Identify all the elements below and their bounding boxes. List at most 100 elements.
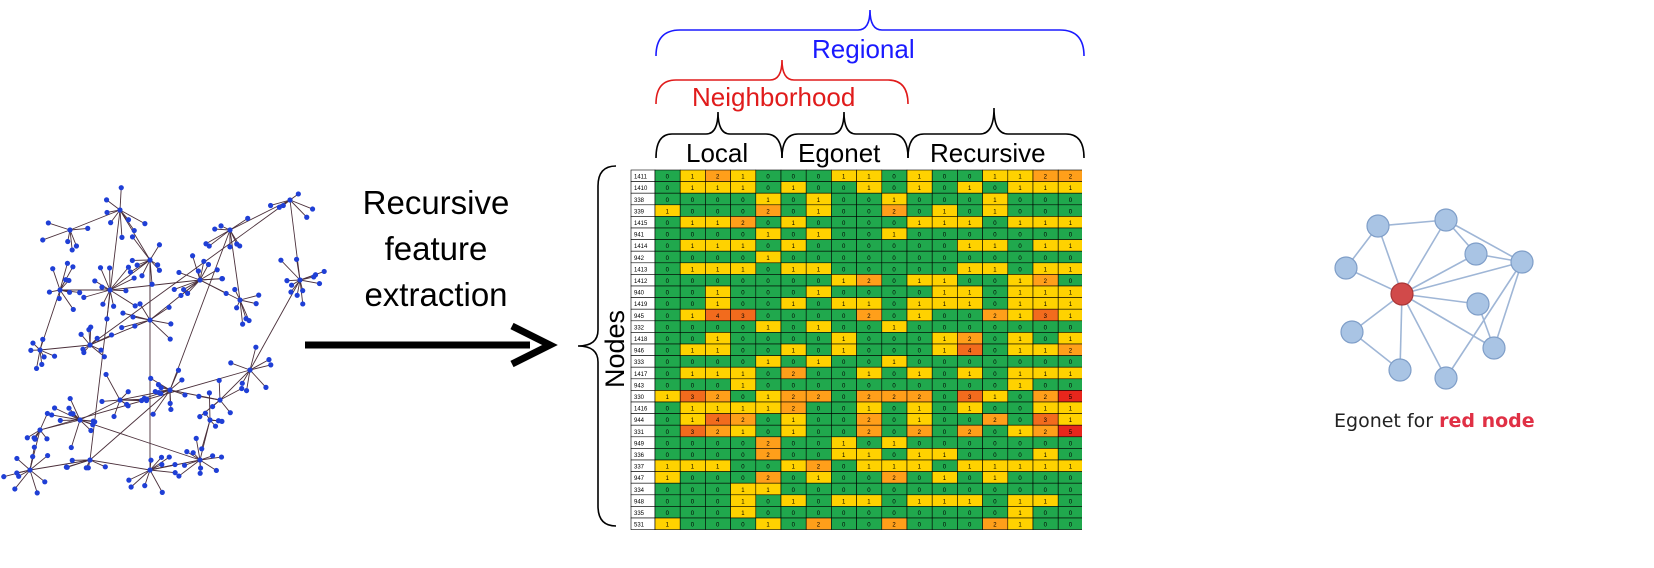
matrix-cell-value: 0 (792, 291, 796, 297)
matrix-cell-value: 0 (867, 267, 871, 273)
matrix-cell-value: 0 (792, 314, 796, 320)
matrix-cell-value: 1 (993, 395, 997, 401)
matrix-cell-value: 0 (666, 372, 670, 378)
graph-node (148, 375, 154, 381)
matrix-row-id: 948 (634, 499, 645, 505)
matrix-cell-value: 2 (817, 523, 821, 529)
matrix-row-id: 331 (634, 430, 645, 436)
matrix-cell-value: 0 (842, 186, 846, 192)
graph-node (155, 382, 162, 388)
matrix-cell-value: 2 (792, 395, 796, 401)
matrix-cell-value: 1 (1044, 267, 1048, 273)
matrix-cell-value: 0 (792, 256, 796, 262)
matrix-cell-value: 1 (716, 186, 720, 192)
matrix-cell-value: 0 (691, 337, 695, 343)
matrix-cell-value: 1 (766, 256, 770, 262)
matrix-cell-value: 0 (918, 349, 922, 355)
graph-node (197, 277, 203, 283)
matrix-cell-value: 1 (943, 209, 947, 215)
matrix-cell-value: 0 (943, 407, 947, 413)
matrix-cell-value: 0 (943, 523, 947, 529)
graph-node (232, 286, 238, 293)
matrix-cell-value: 1 (741, 430, 745, 436)
matrix-cell-value: 0 (918, 244, 922, 250)
matrix-cell-value: 0 (1044, 523, 1048, 529)
matrix-cell-value: 0 (968, 488, 972, 494)
matrix-cell-value: 0 (993, 360, 997, 366)
matrix-cell-value: 0 (817, 279, 821, 285)
matrix-cell-value: 4 (968, 349, 972, 355)
matrix-cell-value: 0 (691, 488, 695, 494)
matrix-cell-value: 0 (993, 325, 997, 331)
matrix-cell-value: 0 (817, 453, 821, 459)
matrix-cell-value: 1 (1018, 499, 1022, 505)
nodes-axis-label: Nodes (600, 309, 630, 388)
matrix-cell-value: 0 (1018, 360, 1022, 366)
matrix-cell-value: 0 (716, 453, 720, 459)
matrix-cell-value: 2 (867, 279, 871, 285)
matrix-cell-value: 1 (918, 175, 922, 181)
matrix-cell-value: 0 (1018, 325, 1022, 331)
graph-node (44, 410, 50, 417)
matrix-cell-value: 0 (993, 337, 997, 343)
matrix-cell-value: 0 (691, 256, 695, 262)
graph-node (214, 267, 220, 273)
matrix-cell-value: 0 (741, 349, 745, 355)
graph-node (65, 238, 71, 245)
matrix-cell-value: 1 (993, 244, 997, 250)
matrix-cell-value: 1 (892, 360, 896, 366)
graph-node (102, 464, 108, 470)
graph-node (159, 461, 165, 468)
matrix-cell-value: 1 (1018, 279, 1022, 285)
graph-node (245, 215, 251, 221)
matrix-cell-value: 0 (666, 186, 670, 192)
matrix-cell-value: 0 (666, 291, 670, 297)
matrix-cell-value: 3 (741, 314, 745, 320)
matrix-cell-value: 0 (867, 511, 871, 517)
graph-node (256, 292, 262, 298)
matrix-cell-value: 0 (691, 360, 695, 366)
graph-node (88, 427, 94, 434)
network-graph (1, 185, 327, 496)
graph-node (212, 226, 218, 232)
matrix-cell-value: 0 (666, 453, 670, 459)
matrix-cell-value: 1 (741, 488, 745, 494)
graph-node (129, 257, 135, 264)
matrix-cell-value: 0 (666, 325, 670, 331)
matrix-cell-value: 1 (792, 186, 796, 192)
matrix-cell-value: 1 (1044, 302, 1048, 308)
matrix-cell-value: 0 (943, 325, 947, 331)
matrix-cell-value: 1 (1018, 314, 1022, 320)
matrix-cell-value: 0 (792, 325, 796, 331)
matrix-cell-value: 1 (792, 499, 796, 505)
matrix-cell-value: 0 (741, 337, 745, 343)
graph-node (86, 327, 92, 333)
matrix-cell-value: 0 (867, 256, 871, 262)
matrix-cell-value: 0 (1069, 523, 1073, 529)
matrix-cell-value: 0 (918, 488, 922, 494)
matrix-cell-value: 0 (716, 209, 720, 215)
matrix-cell-value: 1 (766, 360, 770, 366)
matrix-cell-value: 2 (993, 418, 997, 424)
matrix-cell-value: 0 (1069, 198, 1073, 204)
matrix-cell-value: 0 (817, 430, 821, 436)
matrix-cell-value: 0 (716, 488, 720, 494)
graph-node (205, 261, 212, 268)
egonet-bracket (781, 111, 909, 159)
matrix-cell-value: 0 (918, 233, 922, 239)
matrix-cell-value: 1 (666, 395, 670, 401)
matrix-cell-value: 0 (867, 291, 871, 297)
matrix-cell-value: 1 (918, 279, 922, 285)
matrix-cell-value: 0 (943, 267, 947, 273)
matrix-cell-value: 1 (691, 372, 695, 378)
matrix-cell-value: 0 (817, 186, 821, 192)
graph-node (103, 197, 110, 203)
matrix-cell-value: 1 (918, 465, 922, 471)
matrix-cell-value: 1 (918, 221, 922, 227)
graph-node (175, 367, 182, 373)
matrix-cell-value: 2 (766, 453, 770, 459)
matrix-row-id: 943 (634, 383, 645, 389)
matrix-cell-value: 0 (666, 430, 670, 436)
matrix-cell-value: 1 (892, 198, 896, 204)
matrix-cell-value: 1 (716, 302, 720, 308)
